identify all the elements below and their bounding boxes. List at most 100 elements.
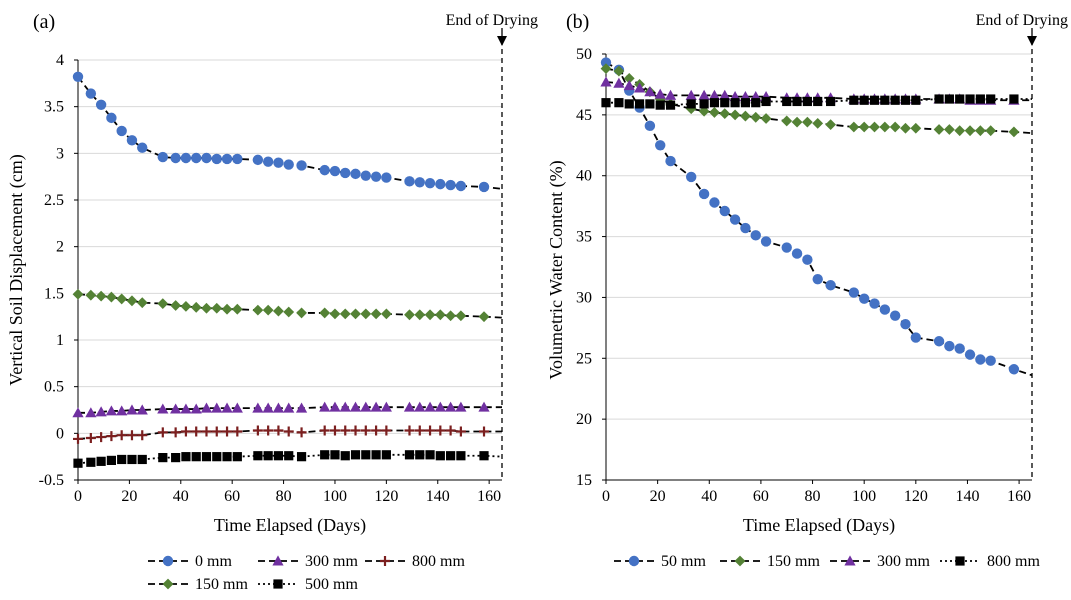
data-point [791,116,803,128]
x-axis-label: Time Elapsed (Days) [743,515,895,536]
legend-item: 150 mm [720,553,820,570]
data-point [975,354,986,365]
data-point [96,432,107,443]
data-point [730,98,740,108]
x-tick-label: 20 [121,488,137,505]
data-point [825,280,836,291]
data-point [181,452,191,462]
legend-item: 0 mm [148,553,232,570]
y-tick-label: 1 [56,332,64,349]
data-point [889,310,901,321]
data-point [985,125,997,137]
data-point [116,405,128,416]
data-point [686,171,697,183]
data-point [869,121,880,133]
x-tick-label: 40 [173,488,189,505]
data-point [761,96,771,107]
data-point [709,107,720,118]
legend-marker [272,555,284,566]
data-point [965,94,975,104]
x-tick-label: 80 [805,488,821,505]
data-point [655,140,666,151]
y-tick-label: 25 [576,350,592,367]
data-point [263,425,274,436]
x-tick-label: 160 [477,488,501,505]
data-point [381,450,391,460]
data-point [792,96,802,107]
data-point [479,426,490,437]
data-point [686,99,696,109]
y-tick-label: 2.5 [44,192,64,209]
data-point [263,451,273,461]
x-tick-label: 100 [852,488,876,505]
data-point [825,119,837,130]
data-point [750,111,762,123]
y-tick-label: 45 [576,107,592,124]
data-point [435,425,446,436]
data-point [96,456,106,466]
x-tick-label: 140 [955,488,979,505]
data-point [986,94,996,104]
series-300-mm [72,401,502,418]
data-point [404,425,415,436]
end-of-drying-label: End of Drying [446,12,538,29]
data-point [478,311,490,323]
end-of-drying-label: End of Drying [976,12,1068,29]
data-point [231,402,243,413]
data-point [740,98,751,108]
x-tick-label: 140 [426,488,450,505]
data-point [414,177,425,188]
y-tick-label: -0.5 [39,472,64,489]
data-point [319,307,331,319]
series-line [77,76,503,190]
data-point [329,308,341,320]
data-point [858,293,870,304]
data-point [116,125,127,137]
data-point [634,99,645,109]
data-point [729,214,741,225]
data-point [446,451,456,461]
data-point [479,451,489,461]
data-point [600,57,612,68]
data-point [645,99,655,109]
data-point [802,96,812,107]
data-point [445,179,456,191]
data-point [360,170,372,181]
data-point [72,288,84,300]
end-of-drying-arrow-head [497,36,507,46]
legend-item: 800 mm [940,553,1040,570]
data-point [425,425,436,436]
legend-marker [162,578,174,590]
data-point [943,124,955,135]
y-tick-label: 15 [576,472,592,489]
x-tick-label: 60 [224,488,240,505]
data-point [221,153,233,165]
data-point [95,406,107,417]
data-point [232,153,243,165]
data-point [665,100,676,110]
data-point [380,308,392,320]
data-point [445,425,456,436]
x-tick-label: 40 [701,488,717,505]
data-point [201,302,212,314]
legend-label: 300 mm [877,553,930,570]
data-point [349,401,362,412]
data-point [954,125,966,137]
data-point [232,452,242,462]
legend-marker [628,555,640,567]
data-point [802,254,813,265]
data-point [434,401,446,412]
data-point [812,117,824,129]
legend-marker [734,555,746,567]
data-point [262,156,274,167]
data-point [812,273,823,285]
panel-label: (b) [566,11,589,33]
data-point [350,425,361,436]
data-point [782,96,792,107]
data-point [106,431,117,442]
data-point [435,178,446,190]
data-point [319,425,330,436]
data-point [95,290,107,302]
data-point [95,99,107,111]
data-point [180,301,192,312]
